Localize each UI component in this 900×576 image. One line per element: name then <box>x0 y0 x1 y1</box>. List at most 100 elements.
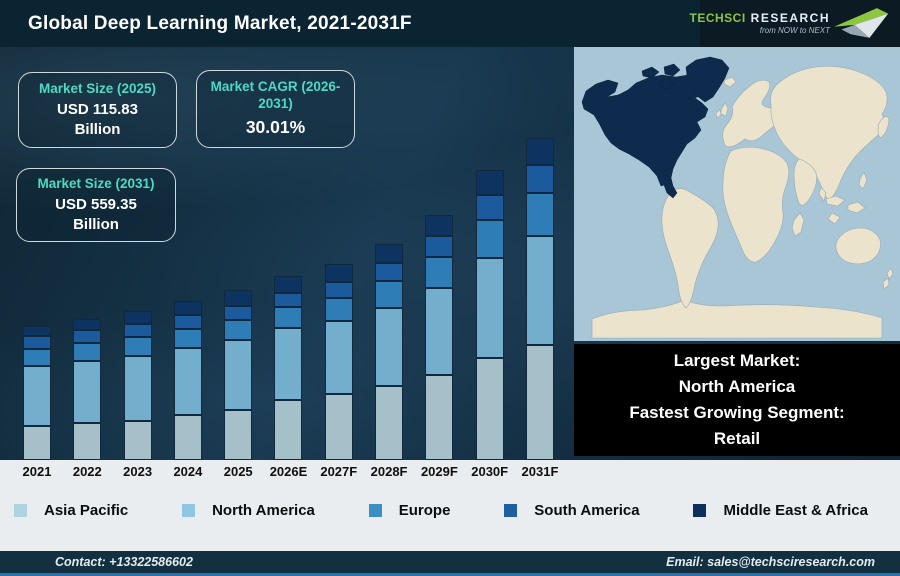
bar-2024 <box>173 301 202 460</box>
logo-tagline: from NOW to NEXT <box>759 26 830 35</box>
island-arctic-3 <box>659 77 675 90</box>
bar-segment-south-america <box>324 282 353 298</box>
x-axis-label-2026E: 2026E <box>269 464 308 479</box>
legend-label-middle-east-africa: Middle East & Africa <box>723 502 868 519</box>
bar-segment-middle-east-africa <box>525 138 554 165</box>
continent-australia <box>835 227 881 265</box>
info-box-unit: Billion <box>74 120 121 138</box>
x-axis-label-2023: 2023 <box>123 464 153 479</box>
continent-north-america-highlighted <box>581 74 709 199</box>
bar-segment-south-america <box>425 236 454 257</box>
bar-segment-asia-pacific <box>324 394 353 460</box>
logo: TechSci Research from NOW to NEXT <box>689 4 890 42</box>
bar-segment-north-america <box>73 361 102 423</box>
info-box-market-size-2025: Market Size (2025) USD 115.83 Billion <box>18 72 177 148</box>
bar-segment-europe <box>475 220 504 258</box>
bar-segment-north-america <box>274 328 303 400</box>
bar-2029F <box>425 215 454 460</box>
legend-label-south-america: South America <box>534 502 640 519</box>
island-indonesia-1 <box>825 195 846 207</box>
bar-segment-middle-east-africa <box>375 244 404 263</box>
bar-segment-north-america <box>525 236 554 345</box>
bar-segment-north-america <box>425 288 454 375</box>
bar-segment-asia-pacific <box>425 375 454 460</box>
legend-item-europe: Europe <box>368 502 451 519</box>
info-box-unit: Billion <box>73 215 119 233</box>
bar-segment-europe <box>123 337 152 356</box>
legend-item-north-america: North America <box>182 502 315 519</box>
bar-segment-middle-east-africa <box>425 215 454 236</box>
island-ireland <box>715 109 722 119</box>
largest-market-value: North America <box>678 377 796 396</box>
bar-segment-middle-east-africa <box>224 290 253 306</box>
x-axis-label-2031F: 2031F <box>521 464 559 479</box>
header: Global Deep Learning Market, 2021-2031F … <box>0 0 900 47</box>
bar-segment-asia-pacific <box>375 386 404 460</box>
island-indonesia-3 <box>827 212 841 225</box>
bar-2023 <box>123 311 152 460</box>
bar-segment-asia-pacific <box>173 415 202 460</box>
info-box-value: 30.01% <box>245 116 306 137</box>
bar-segment-south-america <box>73 330 102 343</box>
bar-2025 <box>224 290 253 460</box>
island-japan <box>877 116 890 138</box>
bar-segment-north-america <box>375 308 404 386</box>
bar-segment-middle-east-africa <box>475 170 504 195</box>
x-axis-label-cell: 2023 <box>123 464 153 479</box>
bar-segment-europe <box>274 307 303 328</box>
bar-2026E <box>274 276 303 460</box>
x-axis-label-cell: 2029F <box>421 464 458 479</box>
bar-segment-asia-pacific <box>23 426 51 460</box>
x-axis-label-2025: 2025 <box>223 464 253 479</box>
logo-text: TechSci Research from NOW to NEXT <box>689 11 830 35</box>
continent-africa <box>722 146 790 263</box>
legend-item-south-america: South America <box>504 502 640 519</box>
x-axis-label-2028F: 2028F <box>370 464 408 479</box>
region-malay-peninsula <box>818 186 827 202</box>
info-box-market-size-2031: Market Size (2031) USD 559.35 Billion <box>16 168 176 242</box>
info-box-value: USD 559.35 <box>55 195 137 213</box>
island-greenland-highlighted <box>685 56 730 103</box>
footer-contact: Contact: +13322586602 <box>55 555 193 569</box>
x-axis-label-cell: 2028F <box>371 464 408 479</box>
x-axis-label-cell: 2025 <box>223 464 253 479</box>
bar-segment-middle-east-africa <box>23 326 51 336</box>
island-iceland <box>723 76 737 88</box>
bar-segment-north-america <box>123 356 152 421</box>
island-new-zealand-north <box>886 267 894 280</box>
bar-segment-north-america <box>173 348 202 415</box>
bar-segment-middle-east-africa <box>173 301 202 315</box>
bar-segment-asia-pacific <box>73 423 102 460</box>
x-axis-label-cell: 2026E <box>270 464 308 479</box>
x-axis-label-cell: 2031F <box>522 464 559 479</box>
bar-2022 <box>73 319 102 460</box>
bar-2027F <box>324 264 353 460</box>
bar-segment-asia-pacific <box>475 358 504 460</box>
legend-label-north-america: North America <box>212 502 315 519</box>
bar-segment-middle-east-africa <box>274 276 303 293</box>
x-axis-label-cell: 2021 <box>23 464 52 479</box>
island-arctic-2 <box>663 63 681 77</box>
bar-segment-europe <box>23 349 51 366</box>
bar-segment-asia-pacific <box>123 421 152 460</box>
continent-south-america <box>661 188 719 309</box>
info-box-market-cagr: Market CAGR (2026-2031) 30.01% <box>196 70 355 148</box>
legend-item-middle-east-africa: Middle East & Africa <box>693 502 868 519</box>
bar-chart <box>23 110 554 460</box>
axis-and-legend-strip: 2021 2022 2023 2024 2025 2026E 2027F 2028F 2029F… <box>0 460 900 551</box>
bar-segment-middle-east-africa <box>123 311 152 324</box>
bar-2028F <box>375 244 404 460</box>
bar-segment-middle-east-africa <box>324 264 353 282</box>
bar-2031F <box>525 138 554 460</box>
legend-label-europe: Europe <box>398 502 451 519</box>
continent-antarctica <box>591 298 883 339</box>
logo-brand-secondary: Research <box>750 11 830 25</box>
bar-segment-north-america <box>475 258 504 358</box>
info-box-title: Market Size (2031) <box>37 175 155 191</box>
bar-segment-south-america <box>475 195 504 220</box>
legend-swatch-europe <box>368 504 382 517</box>
bar-segment-south-america <box>525 165 554 193</box>
bar-segment-asia-pacific <box>525 345 554 460</box>
x-axis-label-cell: 2027F <box>320 464 357 479</box>
